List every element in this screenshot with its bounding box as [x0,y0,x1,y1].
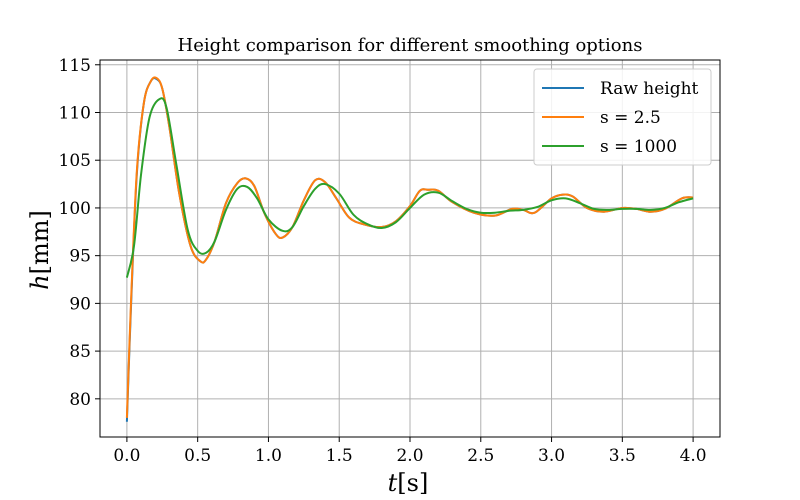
legend-label-raw-height: Raw height [600,79,699,99]
x-tick-label: 1.5 [326,446,353,466]
chart-title: Height comparison for different smoothin… [178,35,643,56]
series-s-2-5 [125,76,694,418]
y-axis-label: h[mm] [26,210,54,290]
legend-label-s-1000: s = 1000 [600,137,677,157]
x-axis-label-unit: [s] [397,469,428,497]
y-tick-label: 80 [69,390,91,410]
x-tick-label: 2.5 [467,446,494,466]
x-tick-label: 3.5 [609,446,636,466]
x-tick-label: 4.0 [680,446,707,466]
x-tick-label: 0.5 [184,446,211,466]
y-tick-label: 95 [69,247,91,267]
x-tick-label: 2.0 [396,446,423,466]
x-tick-label: 0.0 [113,446,140,466]
y-axis-label-symbol: h [26,274,54,289]
y-tick-label: 110 [59,103,91,123]
x-axis-label: t[s] [388,469,429,497]
y-tick-label: 90 [69,294,91,314]
legend-box [533,68,712,166]
x-tick-label: 3.0 [538,446,565,466]
series-lines [125,76,694,422]
y-tick-label: 115 [59,56,91,76]
x-axis-label-symbol: t [388,469,398,497]
legend: Raw height s = 2.5 s = 1000 [533,68,712,166]
y-axis-label-unit: [mm] [26,210,54,274]
y-tick-label: 100 [59,199,91,219]
series-s-1000 [125,97,694,278]
legend-label-s-2-5: s = 2.5 [600,108,661,128]
plot-frame [99,59,721,438]
y-tick-label: 85 [69,342,91,362]
y-tick-label: 105 [59,151,91,171]
axis-ticks: 0.0 0.5 1.0 1.5 2.0 2.5 3.0 3.5 4.0 80 85 90 95 100 10… [59,56,707,466]
x-tick-label: 1.0 [255,446,282,466]
